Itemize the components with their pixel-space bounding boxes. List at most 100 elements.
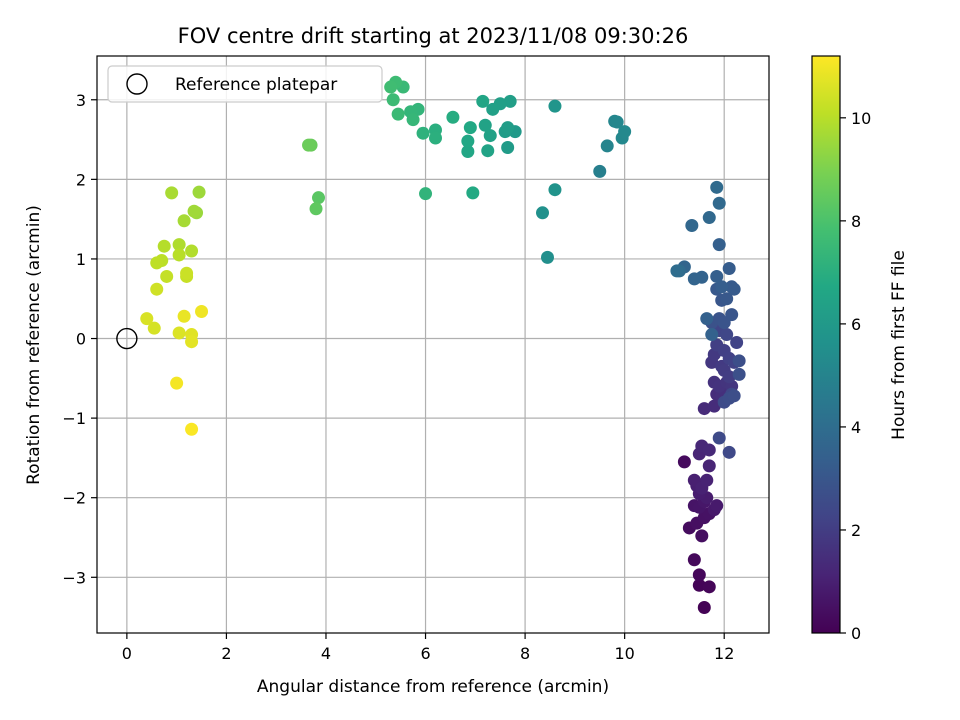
scatter-point [185,335,199,349]
scatter-point [180,266,194,280]
scatter-point [150,256,164,270]
scatter-point [692,578,706,592]
scatter-point [147,321,161,335]
scatter-point [692,568,706,582]
scatter-point [461,145,475,159]
scatter-point [670,264,684,278]
scatter-point [700,473,714,487]
colorbar: 0 2 4 6 8 10 Hours from first FF file [811,55,909,643]
scatter-point [593,164,607,178]
scatter-point [192,185,206,199]
scatter-point [481,144,495,158]
y-tick-label: 3 [76,91,86,110]
x-axis-ticks: 0 2 4 6 8 10 12 [122,633,734,663]
scatter-point [697,402,711,416]
scatter-point [536,206,550,220]
colorbar-label: Hours from first FF file [889,250,909,440]
scatter-point [702,459,716,473]
colorbar-tick-label: 6 [851,315,861,334]
x-tick-label: 2 [221,644,231,663]
scatter-point [702,580,716,594]
scatter-point [483,129,497,143]
scatter-point [157,239,171,253]
scatter-point [720,292,734,306]
scatter-point [610,115,624,129]
scatter-point [165,186,179,200]
x-tick-label: 10 [614,644,634,663]
scatter-points [140,75,746,615]
scatter-point [715,280,729,294]
scatter-point [687,553,701,567]
scatter-point [478,118,492,132]
scatter-point [548,99,562,113]
scatter-point [170,376,184,390]
scatter-point [501,121,515,135]
scatter-point [302,138,316,152]
legend-reference-marker [126,73,148,95]
scatter-point [600,139,614,153]
scatter-point [503,94,517,108]
colorbar-tick-label: 2 [851,521,861,540]
scatter-point [722,370,736,384]
y-tick-label: −2 [62,489,86,508]
scatter-point [501,141,515,155]
scatter-point [160,269,174,283]
scatter-point [177,214,191,228]
y-axis-label: Rotation from reference (arcmin) [24,205,44,485]
scatter-point [185,244,199,258]
scatter-point [695,529,709,543]
scatter-point [461,134,475,148]
scatter-point [710,180,724,194]
scatter-point [548,183,562,197]
scatter-point [150,282,164,296]
scatter-point [712,431,726,445]
colorbar-tick-label: 0 [851,624,861,643]
scatter-point [618,125,632,139]
scatter-point [725,308,739,322]
scatter-point [700,312,714,326]
scatter-point [687,272,701,286]
reference-platepar-marker [116,327,138,350]
scatter-point [712,196,726,210]
scatter-point [476,94,490,108]
scatter-point [697,601,711,615]
scatter-point [702,443,716,457]
x-tick-label: 8 [520,644,530,663]
scatter-point [406,113,420,127]
scatter-point [312,191,326,205]
scatter-point [722,261,736,275]
scatter-point [195,304,209,318]
scatter-point [677,455,691,469]
scatter-point [710,269,724,283]
y-tick-label: 1 [76,250,86,269]
legend-box [107,65,383,103]
colorbar-tick-label: 10 [851,109,871,128]
scatter-point [707,399,721,413]
scatter-point [486,102,500,116]
x-tick-label: 0 [122,644,132,663]
scatter-point [172,248,186,262]
y-tick-label: −1 [62,409,86,428]
colorbar-tick-label: 4 [851,418,861,437]
scatter-point [463,121,477,135]
scatter-point [428,131,442,145]
y-tick-label: 0 [76,330,86,349]
legend: Reference platepar [107,65,383,103]
colorbar-ticks: 0 2 4 6 8 10 [840,109,871,643]
scatter-point [732,354,746,368]
scatter-point [177,309,191,323]
chart-title: FOV centre drift starting at 2023/11/08 … [178,24,689,48]
scatter-point [172,326,186,340]
scatter-point [419,187,433,201]
scatter-point [540,250,554,264]
y-tick-label: −3 [62,568,86,587]
scatter-point [727,389,741,403]
scatter-point [720,328,734,342]
scatter-point [702,211,716,225]
x-axis-label: Angular distance from reference (arcmin) [257,677,609,697]
colorbar-tick-label: 8 [851,212,861,231]
reference-marker-group [116,327,138,350]
scatter-point [172,238,186,252]
